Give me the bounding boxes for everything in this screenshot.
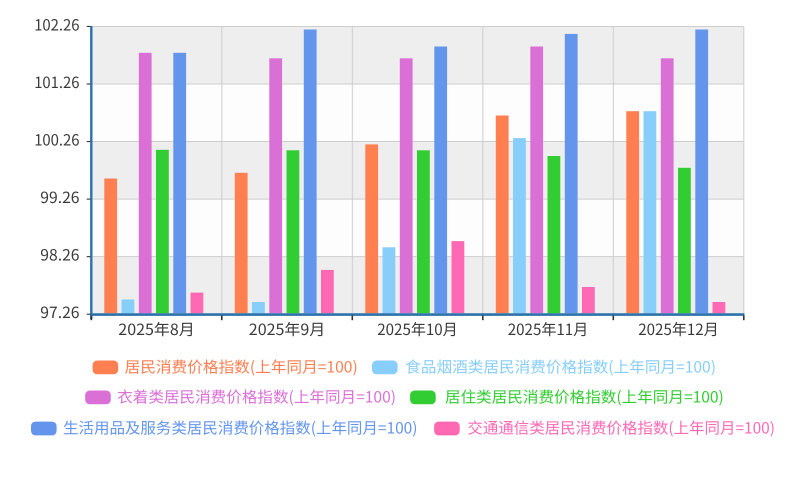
svg-text:101.26: 101.26 bbox=[34, 71, 79, 93]
svg-text:2025年11月: 2025年11月 bbox=[508, 318, 589, 340]
svg-text:98.26: 98.26 bbox=[40, 244, 79, 266]
svg-text:102.26: 102.26 bbox=[34, 13, 79, 35]
svg-text:生活用品及服务类居民消费价格指数(上年同月=100): 生活用品及服务类居民消费价格指数(上年同月=100) bbox=[63, 416, 418, 438]
svg-text:2025年12月: 2025年12月 bbox=[638, 318, 719, 340]
svg-text:食品烟酒类居民消费价格指数(上年同月=100): 食品烟酒类居民消费价格指数(上年同月=100) bbox=[405, 355, 716, 377]
svg-text:100.26: 100.26 bbox=[34, 129, 79, 151]
svg-text:衣着类居民消费价格指数(上年同月=100): 衣着类居民消费价格指数(上年同月=100) bbox=[117, 385, 396, 407]
svg-text:2025年9月: 2025年9月 bbox=[249, 318, 326, 340]
svg-text:2025年8月: 2025年8月 bbox=[118, 318, 195, 340]
svg-text:居住类居民消费价格指数(上年同月=100): 居住类居民消费价格指数(上年同月=100) bbox=[445, 385, 724, 407]
svg-text:2025年10月: 2025年10月 bbox=[377, 318, 458, 340]
svg-text:交通通信类居民消费价格指数(上年同月=100): 交通通信类居民消费价格指数(上年同月=100) bbox=[467, 416, 775, 438]
svg-text:居民消费价格指数(上年同月=100): 居民消费价格指数(上年同月=100) bbox=[125, 355, 358, 377]
svg-text:97.26: 97.26 bbox=[40, 301, 79, 323]
svg-text:99.26: 99.26 bbox=[40, 186, 79, 208]
